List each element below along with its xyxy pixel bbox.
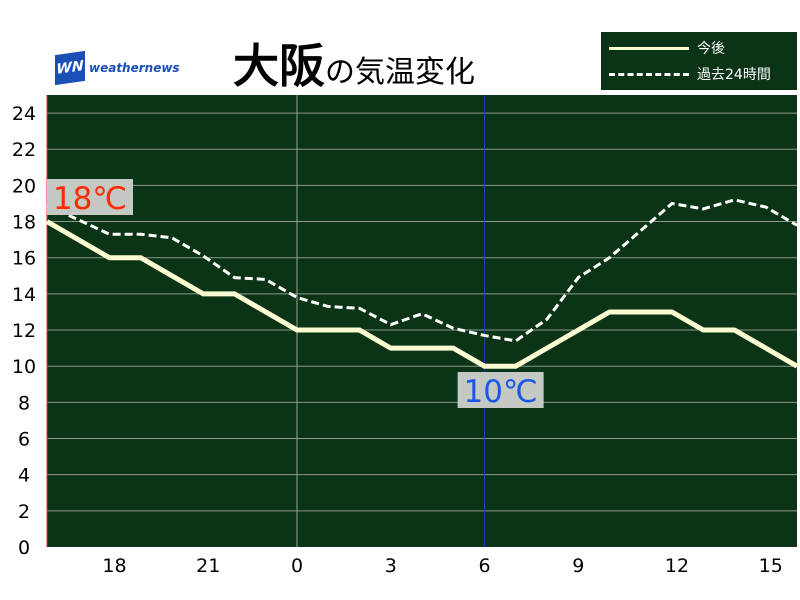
- y-tick-label: 0: [18, 537, 30, 559]
- legend-forecast: 今後: [609, 38, 725, 58]
- plot-area: [47, 95, 797, 547]
- chart-title: 大阪の気温変化: [233, 30, 475, 96]
- title-city: 大阪: [233, 39, 325, 93]
- title-suffix: の気温変化: [325, 55, 475, 90]
- y-tick-label: 18: [12, 212, 36, 234]
- legend-solid-swatch: [609, 46, 689, 50]
- y-tick-label: 8: [18, 392, 30, 414]
- legend: 今後 過去24時間: [601, 32, 797, 90]
- past-series-line: [46, 198, 798, 343]
- weathernews-logo: WN weathernews: [55, 50, 180, 86]
- x-tick-label: 9: [572, 555, 584, 577]
- x-tick-label: 21: [196, 555, 220, 577]
- y-tick-label: 6: [18, 429, 30, 451]
- x-tick-label: 15: [759, 555, 783, 577]
- y-tick-label: 4: [18, 465, 30, 487]
- y-tick-label: 24: [12, 103, 36, 125]
- y-tick-label: 10: [12, 356, 36, 378]
- legend-forecast-label: 今後: [697, 41, 725, 57]
- logo-text: weathernews: [89, 61, 180, 75]
- y-tick-label: 14: [12, 284, 36, 306]
- x-tick-label: 6: [478, 555, 490, 577]
- legend-past: 過去24時間: [609, 64, 771, 84]
- min-label-box: [457, 372, 544, 408]
- x-tick-label: 3: [385, 555, 397, 577]
- y-tick-label: 22: [12, 139, 36, 161]
- forecast-series-line: [45, 219, 799, 369]
- y-tick-label: 12: [12, 320, 36, 342]
- x-tick-label: 0: [291, 555, 303, 577]
- y-tick-label: 16: [12, 248, 36, 270]
- min-temp-label: 10℃: [463, 374, 537, 410]
- legend-past-label: 過去24時間: [697, 67, 771, 83]
- x-tick-label: 12: [665, 555, 689, 577]
- y-tick-label: 20: [12, 175, 36, 197]
- max-label-box: [47, 179, 133, 215]
- x-tick-label: 18: [102, 555, 126, 577]
- y-tick-label: 2: [18, 501, 30, 523]
- max-temp-label: 18℃: [53, 181, 127, 217]
- legend-dashed-swatch: [609, 72, 689, 76]
